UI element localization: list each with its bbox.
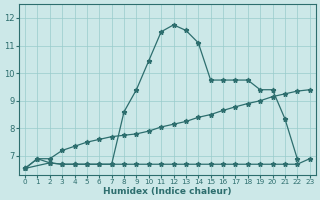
X-axis label: Humidex (Indice chaleur): Humidex (Indice chaleur) (103, 187, 232, 196)
